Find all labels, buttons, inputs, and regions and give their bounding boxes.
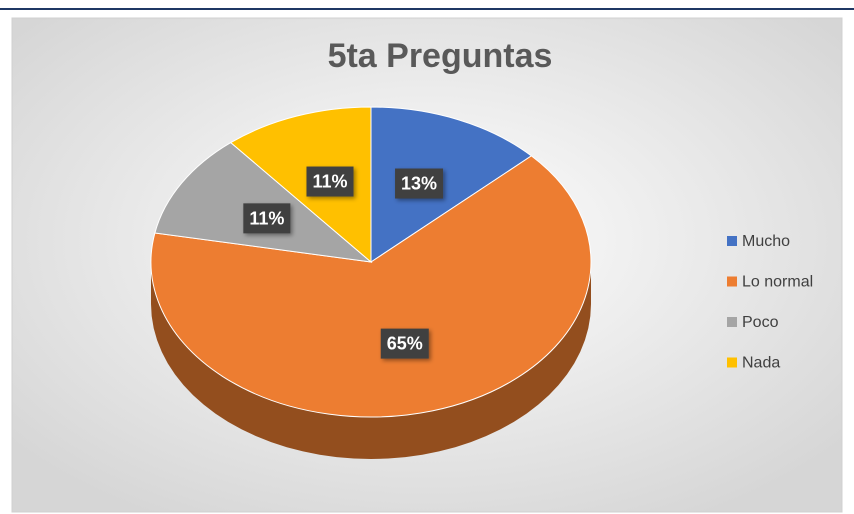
slice [229,106,372,264]
data-label-box [380,328,429,359]
data-label-box [306,166,354,197]
data-label-box [243,203,291,234]
legend-swatch [727,276,737,287]
data-label: 11% [249,208,284,228]
legend-swatch [727,317,737,327]
legend-label: Nada [742,355,780,372]
slice [370,106,533,263]
chart-title: 5ta Preguntas [328,37,553,75]
legend-swatch [727,357,737,368]
data-label-box [395,168,444,199]
data-label: 11% [312,172,347,192]
pie [150,106,592,459]
data-label: 65% [387,334,423,354]
legend-label: Poco [742,314,779,331]
slice-side [151,262,591,459]
labels: 13% 65% 11% 11% [243,166,444,359]
legend: Mucho Lo normal Poco Nada [727,233,813,372]
legend-label: Mucho [742,233,790,250]
slice [150,155,592,418]
legend-label: Lo normal [742,274,813,291]
data-label: 13% [401,174,437,194]
slice [154,141,373,263]
legend-swatch [727,236,737,246]
